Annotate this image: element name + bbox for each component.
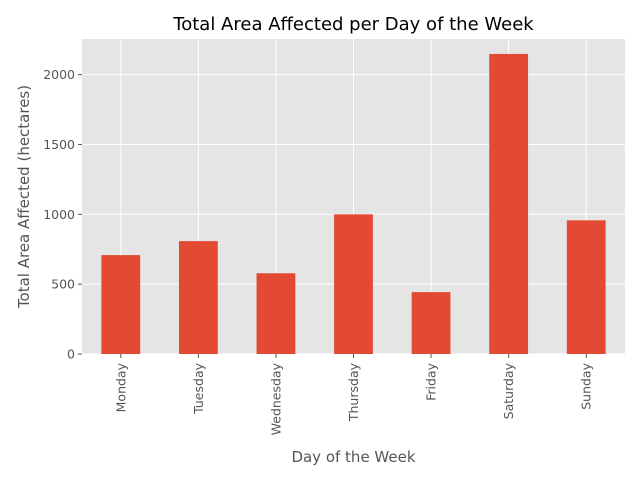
bar-thursday — [334, 214, 373, 354]
bar-monday — [101, 255, 141, 354]
y-tick-label: 2000 — [43, 67, 75, 82]
x-tick-label: Saturday — [501, 362, 516, 419]
y-tick-label: 500 — [51, 277, 75, 292]
y-tick-label: 0 — [67, 347, 75, 362]
x-tick-label: Tuesday — [191, 362, 206, 414]
y-tick-label: 1500 — [43, 137, 75, 152]
bar-sunday — [566, 220, 606, 354]
bar-tuesday — [178, 241, 218, 354]
x-axis-label: Day of the Week — [291, 448, 415, 466]
bar-wednesday — [256, 273, 296, 354]
x-tick-label: Monday — [113, 362, 128, 412]
y-axis-ticks: 0 500 1000 1500 2000 — [43, 67, 82, 362]
x-tick-label: Thursday — [346, 362, 361, 422]
y-axis-label: Total Area Affected (hectares) — [15, 85, 33, 309]
bar-friday — [411, 292, 451, 354]
x-tick-label: Sunday — [579, 362, 594, 409]
chart-title: Total Area Affected per Day of the Week — [172, 14, 534, 35]
x-axis-ticks: Monday Tuesday Wednesday Thursday Friday Satu… — [113, 354, 594, 435]
y-tick-label: 1000 — [43, 207, 75, 222]
x-tick-label: Friday — [424, 362, 439, 400]
bar-saturday — [489, 53, 529, 355]
x-tick-label: Wednesday — [268, 362, 283, 435]
bars — [101, 53, 606, 355]
